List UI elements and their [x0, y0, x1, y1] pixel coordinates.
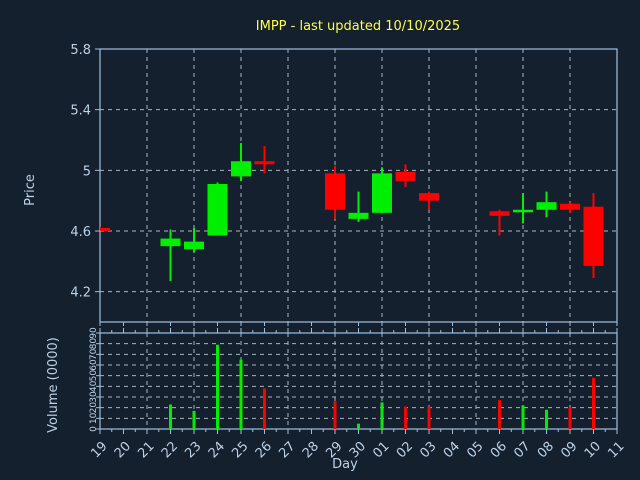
volume-bar [521, 405, 525, 429]
volume-bar [498, 400, 501, 429]
price-axis-label: Price [23, 174, 38, 206]
volume-bar [592, 377, 595, 429]
price-tick-label: 4.2 [70, 286, 91, 301]
candle-body [583, 206, 604, 266]
candlestick [372, 167, 392, 213]
volume-tick-label: 80 [89, 338, 99, 350]
price-gridlines [100, 109, 617, 293]
volume-tick-label: 30 [89, 391, 99, 403]
candlestick [395, 164, 416, 188]
volume-tick-label: 60 [89, 359, 99, 371]
candlestick [348, 191, 369, 222]
candlestick [560, 202, 580, 213]
candlestick [325, 165, 345, 219]
candle-body [560, 203, 580, 210]
volume-tick-label: 0 [89, 426, 99, 432]
candlestick [489, 209, 510, 236]
candle-body [395, 171, 416, 181]
candle-body [536, 202, 557, 210]
candlestick [100, 226, 110, 231]
candle-body [231, 161, 251, 177]
candle-body [254, 161, 275, 165]
candlestick [160, 229, 181, 282]
candle-body [348, 212, 369, 219]
volume-bar [568, 407, 572, 429]
candle-body [184, 241, 204, 250]
candle-body [160, 238, 181, 247]
candle-body [207, 183, 228, 236]
x-axis-label: Day [332, 457, 358, 472]
volume-bar [357, 423, 360, 429]
volume-bar [427, 406, 431, 429]
price-tick-label: 4.6 [70, 225, 91, 240]
volume-bar [263, 388, 266, 429]
volume-bar [192, 410, 196, 429]
volume-bar [404, 406, 407, 429]
candlestick [536, 191, 557, 218]
candlestick [184, 227, 204, 253]
volume-tick-label: 90 [89, 327, 99, 339]
price-axis-ticks: 5.8 5.4 5 4.6 4.2 [70, 43, 100, 301]
candle-body [513, 209, 533, 213]
candlestick [207, 182, 228, 236]
volume-tick-label: 20 [89, 402, 99, 414]
price-tick-label: 5 [83, 164, 91, 179]
volume-bar [333, 401, 337, 429]
volume-bar [169, 404, 172, 429]
price-tick-label: 5.4 [70, 104, 91, 119]
volume-series [169, 344, 595, 429]
candlestick-series [100, 143, 604, 282]
volume-tick-label: 40 [89, 380, 99, 392]
volume-tick-label: 70 [89, 348, 99, 360]
candlestick [231, 143, 251, 181]
candlestick [254, 146, 275, 174]
volume-bar [239, 359, 243, 429]
volume-bar [545, 409, 548, 429]
candle-body [489, 211, 510, 216]
candle-body [325, 173, 345, 210]
candle-body [419, 193, 439, 201]
candle-body [100, 227, 110, 231]
candlestick [583, 193, 604, 279]
candlestick [513, 193, 533, 224]
candlestick [419, 191, 439, 210]
volume-bar [380, 402, 384, 429]
volume-gridlines [100, 333, 617, 429]
candle-body [372, 173, 392, 213]
volume-axis-label: Volume (0000) [46, 337, 61, 433]
price-tick-label: 5.8 [70, 43, 91, 58]
volume-tick-label: 50 [89, 370, 99, 382]
volume-bar [216, 344, 219, 429]
chart-title: IMPP - last updated 10/10/2025 [256, 19, 460, 34]
volume-tick-label: 10 [89, 412, 99, 424]
